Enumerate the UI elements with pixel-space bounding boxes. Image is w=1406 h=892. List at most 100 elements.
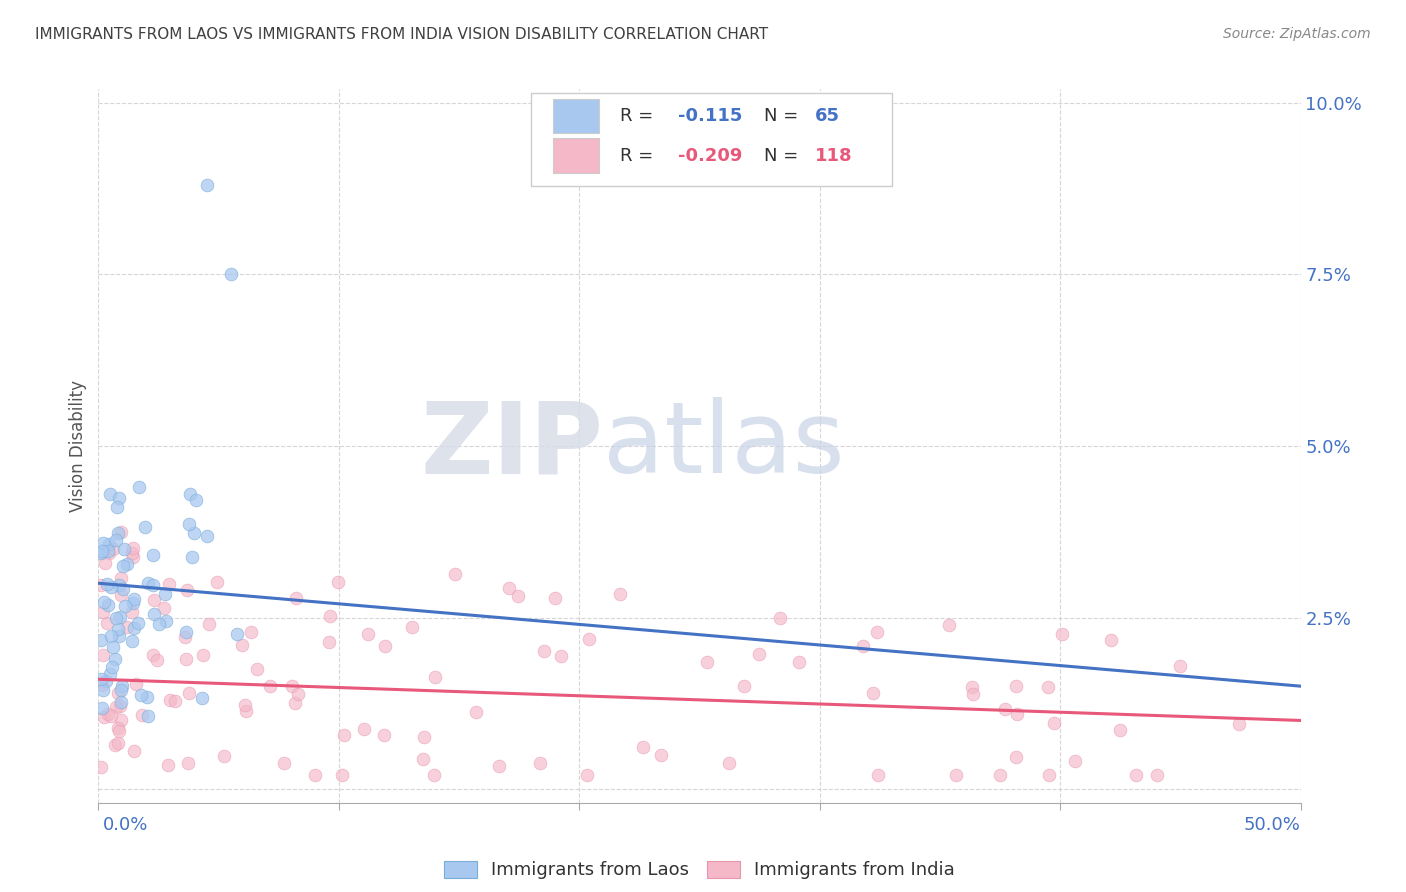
Point — [281, 679, 304, 693]
Point — [108, 698, 131, 713]
Point — [107, 686, 129, 700]
Point — [609, 587, 631, 601]
Point — [91, 682, 114, 697]
Point — [1108, 723, 1130, 737]
Point — [96, 615, 118, 630]
Point — [110, 610, 132, 624]
Point — [287, 687, 309, 701]
Point — [97, 537, 120, 551]
Point — [1050, 627, 1073, 641]
Point — [179, 686, 201, 700]
Point — [104, 738, 127, 752]
Point — [357, 627, 380, 641]
Point — [544, 591, 567, 605]
Text: N =: N = — [765, 146, 799, 164]
Point — [184, 492, 207, 507]
Text: -0.209: -0.209 — [678, 146, 742, 164]
Point — [110, 695, 132, 709]
Point — [425, 670, 447, 684]
Point — [962, 681, 984, 695]
Point — [125, 676, 148, 690]
Point — [105, 500, 128, 515]
Point — [110, 713, 132, 727]
Point — [114, 599, 136, 614]
Text: 65: 65 — [815, 107, 839, 125]
Point — [94, 556, 117, 570]
Point — [284, 591, 307, 605]
Point — [173, 630, 195, 644]
Point — [576, 768, 599, 782]
Point — [748, 648, 770, 662]
Point — [214, 749, 236, 764]
Point — [235, 704, 257, 718]
Point — [225, 627, 247, 641]
Point — [318, 634, 340, 648]
Point — [533, 644, 555, 658]
Point — [181, 549, 204, 564]
Point — [107, 525, 129, 540]
Point — [163, 694, 186, 708]
Point — [122, 550, 145, 565]
Point — [155, 587, 177, 601]
Point — [696, 655, 718, 669]
Point — [136, 576, 159, 591]
Point — [962, 687, 984, 701]
Point — [488, 759, 510, 773]
Point — [304, 768, 326, 782]
Text: -0.115: -0.115 — [678, 107, 742, 125]
Point — [179, 517, 201, 532]
Point — [176, 582, 198, 597]
Point — [146, 653, 169, 667]
Point — [1038, 768, 1060, 782]
Point — [122, 596, 145, 610]
Point — [122, 541, 145, 555]
Point — [98, 486, 121, 500]
Point — [142, 607, 165, 622]
Point — [195, 529, 218, 543]
Point — [231, 638, 253, 652]
Point — [718, 756, 741, 770]
Point — [112, 559, 135, 574]
Point — [401, 620, 423, 634]
Point — [1099, 632, 1122, 647]
Point — [97, 546, 120, 560]
Point — [90, 672, 112, 686]
Point — [444, 566, 467, 581]
Point — [413, 730, 436, 744]
Point — [108, 578, 131, 592]
Point — [157, 577, 180, 591]
Point — [107, 622, 129, 636]
Point — [578, 632, 600, 647]
Point — [91, 536, 114, 550]
Point — [246, 662, 269, 676]
Point — [135, 690, 157, 704]
Text: R =: R = — [620, 107, 654, 125]
Point — [121, 634, 143, 648]
Point — [100, 629, 122, 643]
Point — [110, 571, 132, 585]
Point — [96, 576, 118, 591]
Point — [111, 680, 134, 694]
Point — [195, 178, 218, 193]
FancyBboxPatch shape — [553, 138, 599, 173]
Point — [631, 740, 654, 755]
Point — [508, 590, 530, 604]
Point — [183, 526, 205, 541]
Point — [374, 639, 396, 653]
Text: Source: ZipAtlas.com: Source: ZipAtlas.com — [1223, 27, 1371, 41]
Point — [1064, 754, 1087, 768]
Point — [142, 578, 165, 592]
Point — [91, 606, 114, 620]
Point — [90, 760, 112, 774]
Point — [91, 648, 114, 662]
Text: 118: 118 — [815, 146, 852, 164]
Point — [121, 546, 143, 560]
Point — [124, 743, 146, 757]
Point — [787, 655, 810, 669]
Point — [115, 558, 138, 572]
Point — [110, 588, 132, 602]
Point — [1004, 679, 1026, 693]
Point — [148, 616, 170, 631]
Point — [128, 480, 150, 494]
Point — [91, 543, 114, 558]
